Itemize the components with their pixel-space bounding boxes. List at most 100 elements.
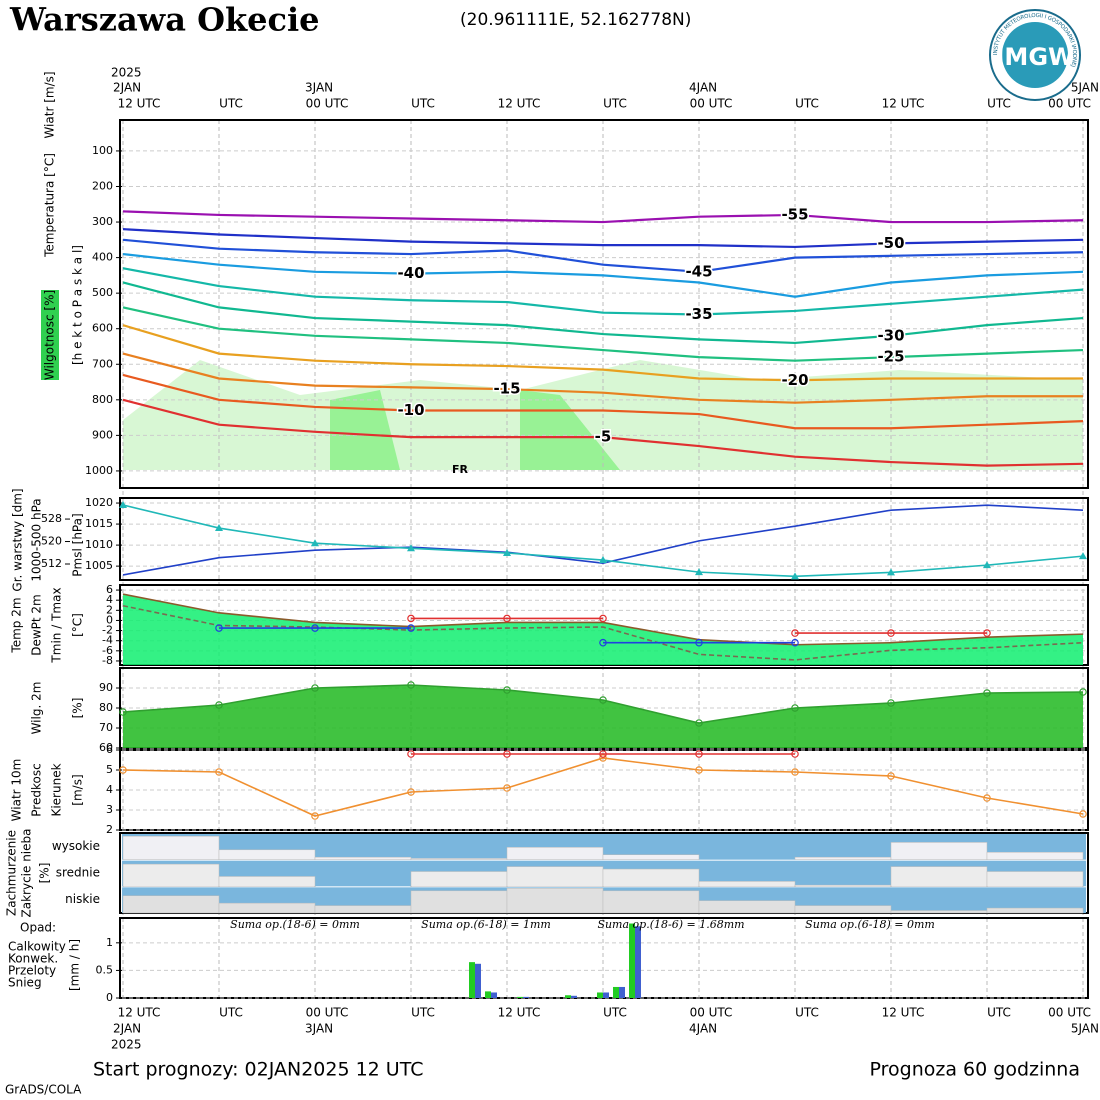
marker [503, 750, 511, 758]
y-tick-label: 5 [106, 763, 113, 776]
line [122, 604, 1084, 661]
cloud-block [410, 890, 508, 914]
precip-sum: Suma op.(18-6) = 1.68mm [597, 918, 744, 931]
cloud-block [794, 884, 892, 887]
marker [311, 539, 319, 547]
cloud-block [218, 876, 316, 887]
marker [695, 568, 703, 576]
precip-bar [565, 995, 571, 998]
panel-frame [119, 119, 1089, 489]
marker [983, 561, 991, 569]
y-tick-label: 800 [92, 393, 113, 406]
area [123, 594, 1083, 665]
y-tick-label: 1015 [85, 517, 113, 530]
marker [503, 549, 511, 557]
line [122, 267, 1084, 316]
station-title: Warszawa Okecie [9, 1, 320, 39]
precip-bar [517, 996, 523, 998]
marker [215, 524, 223, 532]
x-tick-label: 12 UTC [882, 97, 925, 111]
axis-label: Zachmurzenie [5, 830, 19, 916]
marker [119, 766, 127, 774]
x-tick-label: UTC [795, 1006, 819, 1020]
coordinates: (20.961111E, 52.162778N) [460, 10, 691, 30]
y-tick-label: 90 [99, 681, 113, 694]
y-tick-label: 6 [106, 743, 113, 756]
cloud-block [122, 895, 220, 914]
axis-label: [m/s] [71, 774, 85, 805]
marker [599, 556, 607, 564]
y-tick-label: 700 [92, 357, 113, 370]
cloud-block [410, 871, 508, 887]
cloud-block [602, 868, 700, 887]
marker [503, 686, 511, 694]
cloud-block [218, 849, 316, 860]
marker [119, 501, 127, 509]
x-tick-label: 12 UTC [498, 97, 541, 111]
axis-label: Kierunek [50, 763, 64, 816]
contour-label: -35 [685, 305, 712, 323]
marker [695, 638, 703, 647]
line [219, 627, 795, 644]
contour-label: -25 [877, 348, 904, 366]
credit: GrADS/COLA [5, 1083, 82, 1097]
contour-label: -5 [595, 428, 612, 446]
x-tick-label: UTC [987, 1006, 1011, 1020]
line [411, 617, 987, 634]
y-tick-label: 70 [99, 721, 113, 734]
y-tick-label: 1020 [85, 496, 113, 509]
marker [407, 614, 415, 623]
legend-entry: Snieg [8, 976, 42, 990]
logo-disc [1002, 22, 1068, 88]
panel-frame [119, 497, 1089, 581]
x-tick-label: UTC [411, 1006, 435, 1020]
precip-bar [469, 962, 475, 998]
marker [503, 784, 511, 792]
axis-label: Predkosc [30, 763, 44, 816]
cloud-block [506, 847, 604, 860]
precip-bar [629, 923, 635, 998]
axis-label: Wiatr 10m [10, 759, 24, 822]
cloud-block [890, 866, 988, 887]
precip-sum: Suma op.(6-18) = 1mm [421, 918, 551, 931]
y-tick-label: 0.5 [96, 963, 114, 976]
marker [983, 794, 991, 802]
cloud-block [122, 863, 220, 887]
cloud-block [890, 910, 988, 914]
precip-bar [485, 991, 491, 998]
marker [695, 766, 703, 774]
marker [791, 638, 799, 647]
y-tick-label: -4 [102, 634, 113, 647]
y-tick-label: 6 [106, 583, 113, 596]
x-tick-label: 00 UTC [1048, 1006, 1091, 1020]
marker [1079, 810, 1087, 818]
area [123, 685, 1083, 748]
axis-label: [mm / h] [68, 939, 82, 991]
cloud-block [890, 842, 988, 860]
marker [407, 788, 415, 796]
marker [1079, 688, 1087, 696]
cloud-block [410, 858, 508, 860]
contour-label: -10 [397, 401, 424, 419]
axis-label: [%] [71, 698, 85, 719]
axis-label: Tmin / Tmax [50, 587, 64, 663]
y-tick-label: 1000 [85, 464, 113, 477]
line [122, 228, 1084, 249]
precip-bar [491, 992, 497, 998]
date-label: 5JAN [1071, 81, 1099, 95]
line [122, 238, 1084, 273]
precip-sum: Suma op.(18-6) = 0mm [230, 918, 360, 931]
marker [791, 704, 799, 712]
line [122, 504, 1084, 576]
axis-label: Temp 2m [10, 597, 24, 653]
y-tick-label: 900 [92, 428, 113, 441]
contour-label: -20 [781, 371, 808, 389]
precip-bar [603, 992, 609, 998]
y-tick-label: 1010 [85, 538, 113, 551]
line [122, 684, 1084, 724]
cloud-level-label: niskie [65, 892, 100, 906]
annotation: FR [452, 463, 469, 476]
y-tick-label: 1 [106, 936, 113, 949]
line [122, 324, 1083, 382]
